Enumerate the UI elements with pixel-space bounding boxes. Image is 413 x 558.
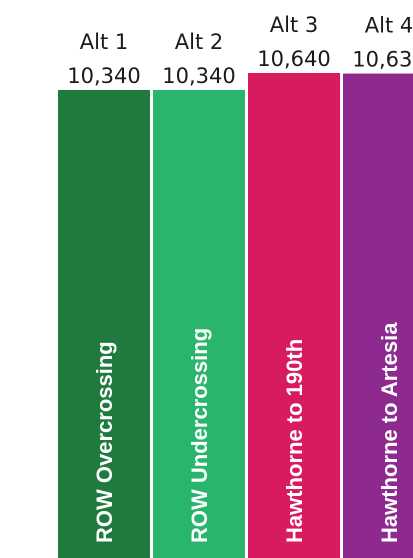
bars-group [58, 73, 413, 558]
value-label-4: 10,630 [352, 48, 413, 72]
category-label-4: Alt 4 [365, 14, 413, 38]
bar-2 [153, 90, 245, 558]
category-label-3: Alt 3 [270, 13, 318, 37]
bar-4 [343, 73, 413, 558]
value-label-1: 10,340 [67, 64, 140, 88]
labels-group: 10,340 Alt 1 ROW Overcrossing 10,340 Alt 2 RO… [67, 13, 413, 543]
bar-text-2: ROW Undercrossing [187, 328, 212, 543]
bar-text-4: Hawthorne to Artesia [377, 322, 402, 543]
bar-1 [58, 90, 150, 558]
value-label-2: 10,340 [162, 64, 235, 88]
value-label-3: 10,640 [257, 47, 330, 71]
category-label-2: Alt 2 [175, 30, 223, 54]
bar-text-3: Hawthorne to 190th [282, 339, 307, 543]
category-label-1: Alt 1 [80, 30, 128, 54]
bar-text-1: ROW Overcrossing [92, 341, 117, 543]
bar-3 [248, 73, 340, 558]
